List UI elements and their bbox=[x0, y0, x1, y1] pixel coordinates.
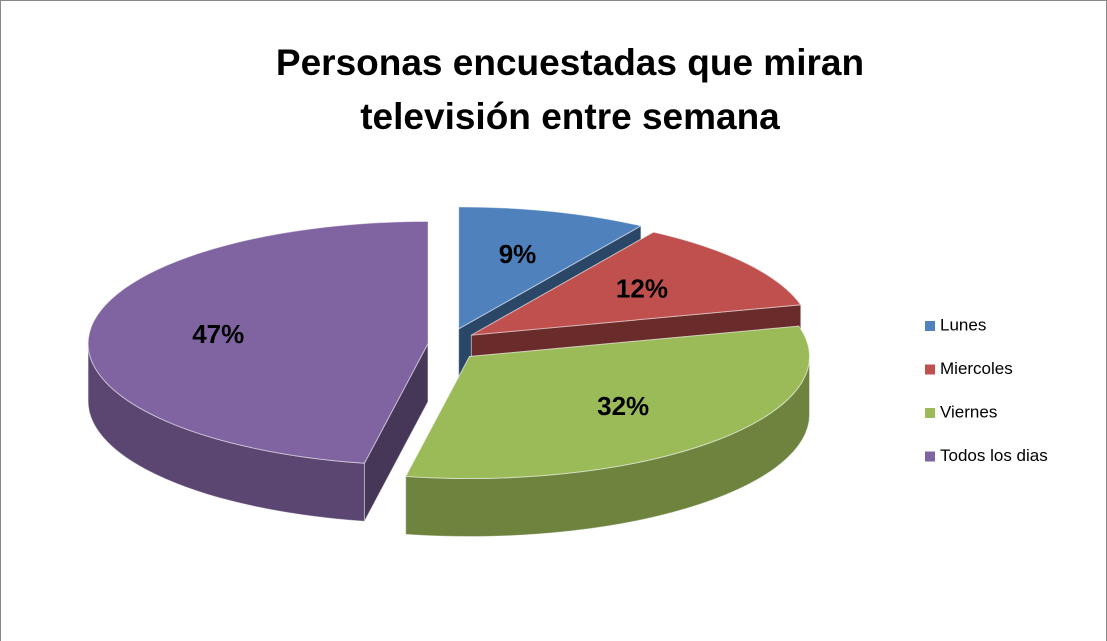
legend-label: Viernes bbox=[940, 402, 997, 421]
legend-swatch bbox=[925, 408, 935, 418]
chart-title: Personas encuestadas que miran televisió… bbox=[275, 42, 865, 137]
slice bbox=[404, 325, 810, 479]
legend-label: Lunes bbox=[940, 315, 986, 334]
legend-swatch bbox=[925, 321, 935, 331]
data-label: 32% bbox=[597, 391, 649, 421]
legend-swatch bbox=[925, 451, 935, 462]
legend-label: Miercoles bbox=[940, 359, 1013, 378]
legend-label: Todos los dias bbox=[940, 446, 1048, 465]
data-label: 12% bbox=[616, 274, 668, 304]
slice bbox=[87, 220, 429, 464]
legend-swatch bbox=[925, 364, 935, 375]
slice bbox=[458, 206, 643, 330]
data-label: 47% bbox=[192, 319, 244, 349]
slice bbox=[471, 231, 802, 336]
data-label: 9% bbox=[499, 239, 537, 269]
